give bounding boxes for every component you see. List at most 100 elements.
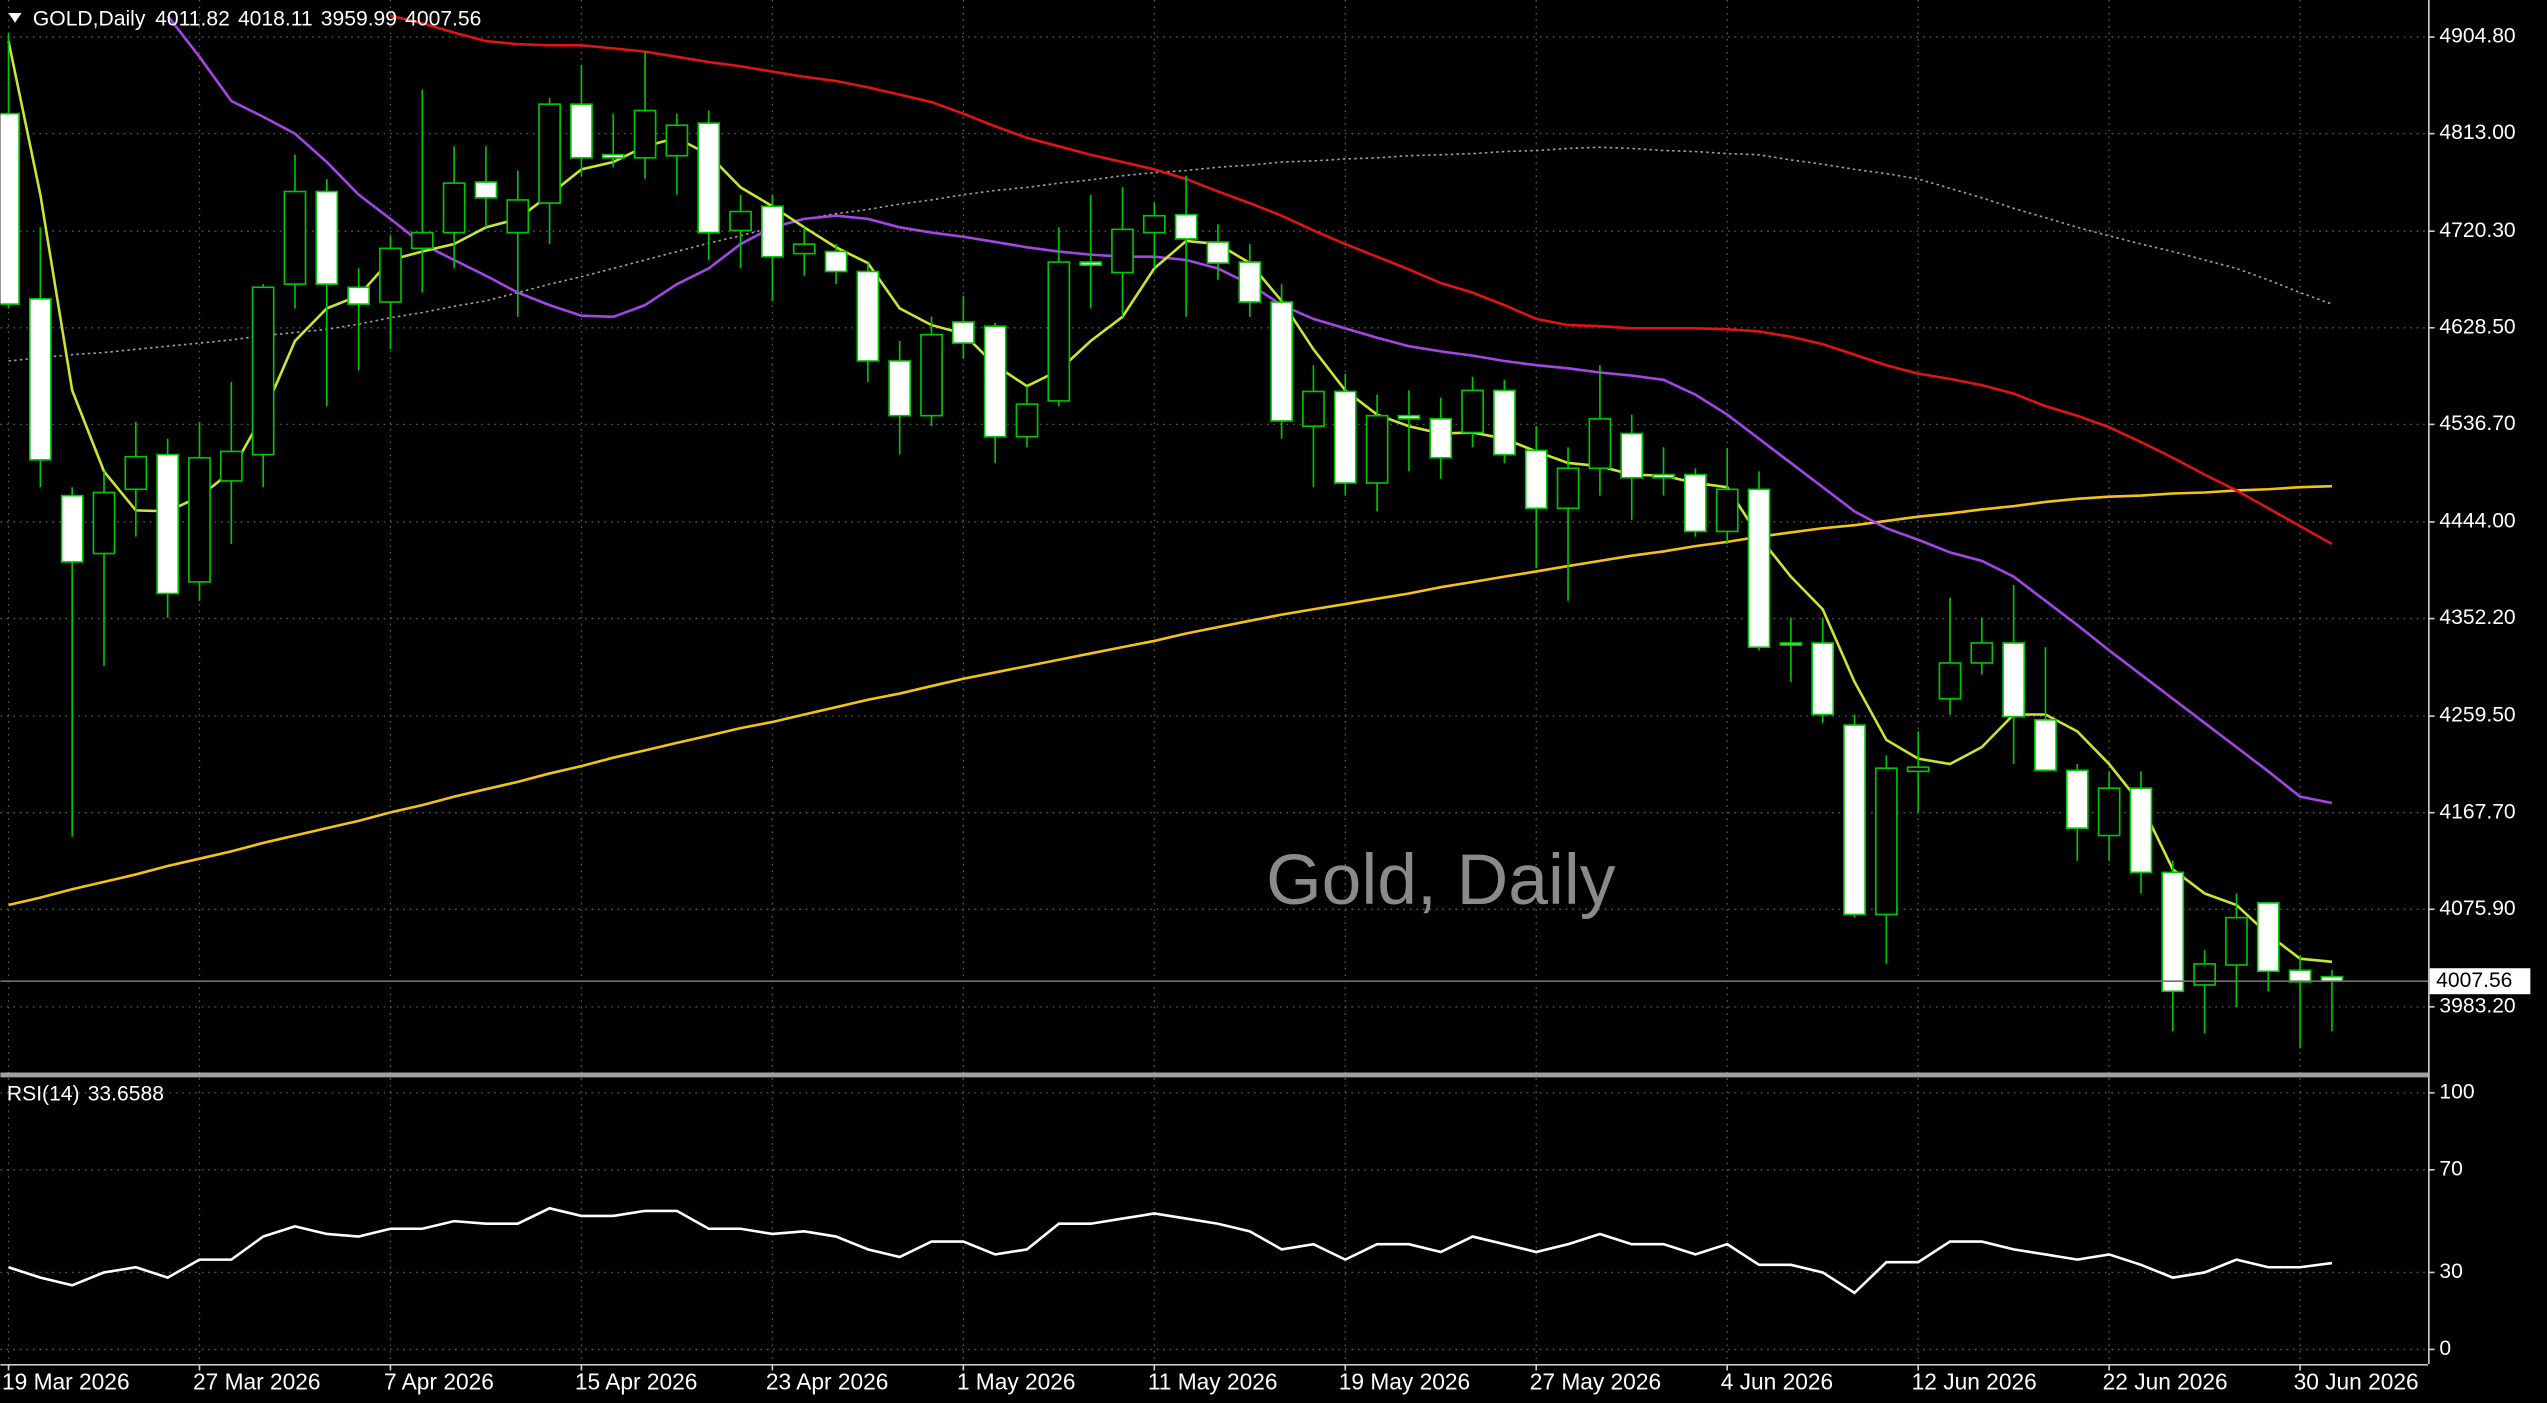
y-tick-label: 4536.70	[2439, 412, 2515, 435]
candle-body	[60, 494, 84, 563]
y-tick-label: 4720.30	[2439, 219, 2515, 242]
candle-body	[1142, 214, 1166, 234]
candle-body	[2225, 916, 2248, 966]
indicator-value: 33.6588	[88, 1082, 164, 1105]
candle-body	[506, 199, 530, 234]
price-pane	[0, 14, 2344, 1049]
y-tick-label: 30	[2439, 1260, 2462, 1283]
open-value: 4011.82	[155, 7, 230, 30]
candle-body	[219, 450, 243, 482]
candle-body	[379, 247, 402, 303]
current-price-label: 4007.56	[2436, 969, 2512, 992]
candle-body	[0, 112, 20, 305]
candle-body	[697, 122, 721, 234]
candle-body	[474, 181, 498, 199]
candle-body	[1333, 390, 1357, 484]
candle-body	[410, 231, 434, 250]
candle-body	[2002, 642, 2026, 718]
candle-body	[570, 103, 593, 159]
candle-body	[665, 124, 689, 157]
candle-body	[1715, 488, 1739, 533]
x-tick-label: 15 Apr 2026	[575, 1369, 698, 1395]
candle-body	[1461, 389, 1484, 434]
candle-body	[761, 205, 784, 258]
candle-body	[1556, 467, 1580, 510]
candle-body	[1111, 228, 1134, 274]
candle-body	[1588, 418, 1612, 470]
x-tick-label: 30 Jun 2026	[2294, 1369, 2419, 1395]
x-tick-label: 4 Jun 2026	[1721, 1369, 1833, 1395]
candle-body	[2193, 963, 2216, 986]
y-tick-label: 4813.00	[2439, 121, 2515, 144]
y-tick-label: 4075.90	[2439, 897, 2515, 920]
candle-body	[1747, 488, 1771, 648]
candle-body	[1302, 390, 1325, 427]
candle-body	[1524, 449, 1548, 510]
candle-body	[1493, 389, 1516, 456]
candle-body	[2161, 871, 2185, 993]
candle-body	[1874, 767, 1898, 916]
x-tick-label: 19 May 2026	[1339, 1369, 1470, 1395]
x-tick-label: 1 May 2026	[957, 1369, 1076, 1395]
candle-body	[2256, 902, 2280, 973]
x-tick-label: 12 Jun 2026	[1912, 1369, 2037, 1395]
low-value: 3959.99	[321, 7, 397, 30]
candle-body	[2288, 969, 2312, 983]
indicator-line	[8, 484, 2332, 907]
menu-arrow[interactable]	[8, 12, 22, 23]
indicator-line	[8, 1206, 2333, 1295]
candle-body	[888, 360, 912, 417]
candle-body	[1174, 213, 1198, 240]
close-value: 4007.56	[405, 7, 481, 30]
candle-body	[28, 298, 52, 461]
y-tick-label: 0	[2439, 1337, 2451, 1360]
candle-body	[1015, 403, 1039, 438]
grid-layer	[0, 0, 2429, 1365]
symbol: GOLD,Daily	[33, 7, 146, 30]
candle-body	[729, 210, 752, 232]
candle-body	[1811, 642, 1835, 716]
candle-body	[1938, 662, 1962, 700]
candle-body	[2129, 787, 2153, 874]
header: GOLD,Daily 4011.82 4018.11 3959.99 4007.56	[33, 7, 482, 30]
y-tick-label: 4259.50	[2439, 704, 2515, 727]
indicator-line	[390, 14, 2333, 546]
y-tick-label: 4628.50	[2439, 315, 2515, 338]
candle-body	[951, 321, 975, 344]
candle-body	[347, 286, 370, 305]
y-tick-label: 4167.70	[2439, 800, 2515, 823]
candle-body	[1270, 301, 1293, 422]
x-tick-label: 22 Jun 2026	[2103, 1369, 2228, 1395]
candle-body	[1684, 473, 1707, 533]
indicator-name: RSI(14)	[7, 1082, 80, 1105]
candle-body	[1079, 261, 1103, 266]
candle-body	[1429, 418, 1453, 459]
candle-body	[1397, 414, 1421, 420]
x-tick-label: 19 Mar 2026	[2, 1369, 130, 1395]
candle-body	[1779, 642, 1803, 646]
current-price-box	[2429, 968, 2531, 995]
candle-body	[792, 243, 816, 255]
candle-body	[1365, 414, 1389, 484]
x-tick-label: 27 May 2026	[1530, 1369, 1661, 1395]
indicator-label: RSI(14) 33.6588	[7, 1082, 164, 1105]
candle-body	[633, 109, 657, 159]
x-tick-label: 7 Apr 2026	[384, 1369, 494, 1395]
candle-body	[1652, 473, 1675, 479]
candle-body	[124, 455, 148, 491]
y-tick-label: 70	[2439, 1157, 2462, 1180]
candle-body	[538, 103, 561, 204]
y-tick-label: 100	[2439, 1080, 2474, 1103]
candle-body	[2065, 769, 2089, 829]
candle-body	[2034, 718, 2057, 772]
candle-body	[188, 456, 211, 583]
x-tick-label: 27 Mar 2026	[193, 1369, 321, 1395]
candle-body	[920, 333, 943, 417]
candle-body	[315, 190, 339, 285]
x-tick-label: 11 May 2026	[1148, 1369, 1278, 1395]
candle-body	[283, 190, 307, 285]
y-tick-label: 4904.80	[2439, 25, 2515, 48]
